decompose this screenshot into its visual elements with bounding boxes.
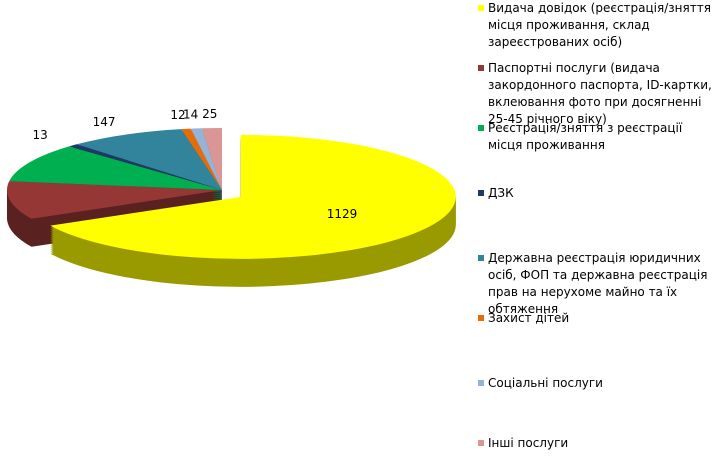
legend-swatch bbox=[478, 5, 484, 11]
value-label: 25 bbox=[202, 107, 217, 121]
legend-swatch bbox=[478, 380, 484, 386]
slice bbox=[201, 128, 222, 190]
legend-label: Державна реєстрація юридичних осіб, ФОП … bbox=[488, 251, 708, 316]
legend-label: Інші послуги bbox=[488, 436, 569, 450]
legend-swatch bbox=[478, 255, 484, 261]
legend-swatch bbox=[478, 190, 484, 196]
legend-label: Захист дітей bbox=[488, 311, 570, 325]
legend-swatch bbox=[478, 125, 484, 131]
value-label: 14 bbox=[183, 107, 198, 121]
value-label: 12 bbox=[170, 108, 185, 122]
legend-label: ДЗК bbox=[488, 186, 514, 200]
slice bbox=[6, 181, 222, 219]
legend-item: Реєстрація/зняття з реєстрації місця про… bbox=[478, 120, 720, 154]
slice bbox=[50, 134, 456, 259]
legend-label: Видача довідок (реєстрація/зняття місця … bbox=[488, 1, 711, 49]
legend-item: Видача довідок (реєстрація/зняття місця … bbox=[478, 0, 720, 51]
legend-item: Інші послуги bbox=[478, 435, 720, 452]
legend-item: Соціальні послуги bbox=[478, 375, 720, 392]
legend-swatch bbox=[478, 315, 484, 321]
legend-item: Захист дітей bbox=[478, 310, 720, 327]
legend-label: Соціальні послуги bbox=[488, 376, 603, 390]
legend-item: Паспортні послуги (видача закордонного п… bbox=[478, 60, 720, 128]
slice bbox=[76, 129, 222, 190]
slice bbox=[9, 146, 222, 190]
value-label: 147 bbox=[93, 115, 116, 129]
legend-swatch bbox=[478, 440, 484, 446]
slice bbox=[69, 144, 223, 190]
legend-label: Паспортні послуги (видача закордонного п… bbox=[488, 61, 712, 126]
legend-swatch bbox=[478, 65, 484, 71]
slice bbox=[181, 128, 222, 190]
chart: 112916717013147121425 bbox=[6, 107, 456, 287]
slice bbox=[190, 128, 222, 190]
value-label: 1129 bbox=[327, 207, 358, 221]
value-label: 13 bbox=[32, 128, 47, 142]
legend-item: ДЗК bbox=[478, 185, 720, 202]
legend-item: Державна реєстрація юридичних осіб, ФОП … bbox=[478, 250, 720, 318]
legend-label: Реєстрація/зняття з реєстрації місця про… bbox=[488, 121, 683, 152]
